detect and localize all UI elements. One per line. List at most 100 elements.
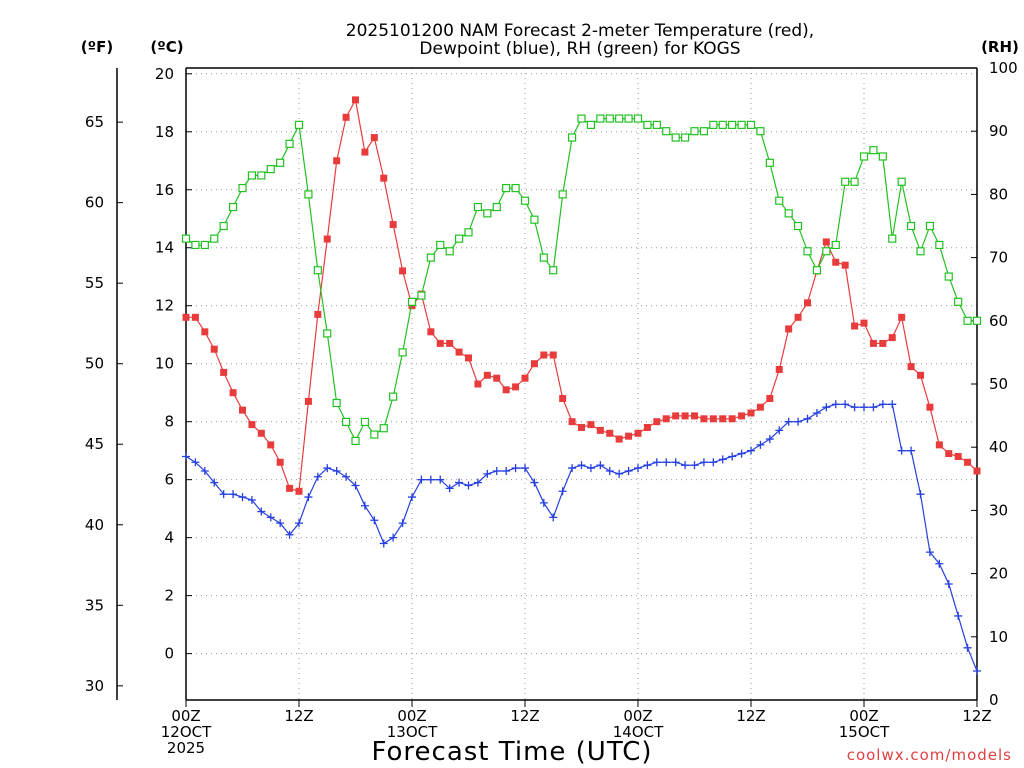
rh-point (897, 177, 906, 186)
rh-tick-label: 60 (989, 312, 1008, 330)
temperature-point (342, 113, 350, 121)
dewpoint-point (878, 400, 887, 409)
dewpoint-point (417, 475, 426, 484)
celsius-tick-label: 4 (164, 529, 174, 547)
rh-point (530, 215, 539, 224)
temperature-point (267, 441, 275, 449)
rh-point (257, 171, 266, 180)
temperature-point (549, 351, 557, 359)
dewpoint-point (615, 469, 624, 478)
rh-tick-label: 20 (989, 565, 1008, 583)
celsius-tick-label: 2 (164, 587, 174, 605)
rh-point (793, 221, 803, 231)
rh-point (605, 114, 614, 123)
dewpoint-point (502, 466, 511, 475)
temperature-point (907, 363, 915, 371)
rh-point (228, 202, 238, 212)
rh-tick-label: 30 (989, 501, 1008, 519)
rh-point (210, 234, 219, 243)
rh-tick-label: 100 (989, 59, 1018, 77)
temperature-point (465, 354, 472, 362)
dewpoint-point (803, 414, 812, 423)
temperature-point (182, 313, 190, 321)
temperature-point (926, 403, 934, 411)
dewpoint-point (935, 559, 944, 568)
rh-point (323, 329, 332, 338)
dewpoint-point (954, 611, 963, 620)
temperature-point (964, 458, 972, 466)
rh-point (972, 316, 982, 325)
dewpoint-point (483, 469, 492, 478)
dewpoint-point (728, 452, 737, 461)
temperature-point (191, 313, 199, 321)
rh-point (445, 247, 454, 256)
rh-point (822, 247, 831, 256)
dewpoint-point (370, 516, 379, 525)
dewpoint-point (558, 487, 567, 496)
rh-point (812, 266, 822, 275)
rh-point (916, 247, 925, 256)
rh-point (680, 133, 690, 142)
x-axis-label: Forecast Time (UTC) (371, 737, 652, 767)
rh-point (765, 158, 774, 167)
dewpoint-point (586, 464, 595, 473)
dewpoint-point (822, 403, 831, 412)
dewpoint-point (332, 466, 341, 475)
dewpoint-point (699, 458, 708, 467)
rh-point (728, 120, 737, 129)
grid-layer (186, 68, 977, 700)
rh-point (426, 253, 435, 262)
temperature-point (304, 397, 312, 405)
temperature-point (785, 325, 793, 333)
rh-point (577, 114, 586, 123)
rh-point (784, 209, 793, 218)
rh-point (511, 183, 520, 193)
temperature-point (643, 423, 651, 431)
dewpoint-point (681, 461, 690, 470)
temperature-point (738, 412, 746, 420)
temperature-point (841, 261, 849, 269)
dewpoint-point (295, 519, 303, 528)
rh-point (652, 120, 661, 129)
rh-point (360, 417, 370, 427)
x-tick-label: 12Z (962, 707, 991, 725)
rh-point (454, 234, 464, 243)
rh-point (417, 291, 426, 300)
rh-line (185, 117, 977, 443)
temperature-point (898, 313, 906, 321)
temperature-point (399, 267, 407, 275)
rh-point (935, 240, 944, 250)
dewpoint-point (671, 458, 680, 467)
temperature-point (747, 409, 755, 417)
rh-point (294, 120, 304, 129)
credit-label: coolwx.com/models (847, 746, 1012, 764)
dewpoint-point (229, 490, 238, 499)
rh-tick-label: 40 (989, 438, 1008, 456)
temperature-point (361, 148, 369, 156)
rh-point (389, 392, 398, 401)
dewpoint-point (794, 417, 803, 426)
temperature-point (719, 415, 727, 423)
temperature-point (634, 429, 642, 437)
temperature-point (606, 429, 614, 437)
dewpoint-point (624, 466, 633, 475)
temperature-point (917, 371, 924, 379)
fahrenheit-tick-label: 60 (85, 194, 104, 212)
dewpoint-point (888, 400, 897, 409)
dewpoint-point (276, 519, 285, 528)
rh-point (266, 165, 275, 174)
dewpoint-point (907, 446, 916, 455)
fahrenheit-tick-label: 30 (85, 677, 104, 695)
rh-point (803, 247, 812, 256)
rh-point (869, 146, 878, 155)
rh-point (586, 120, 596, 129)
dewpoint-point (304, 493, 313, 502)
dewpoint-point (784, 417, 793, 426)
rh-point (831, 240, 840, 250)
dewpoint-point (831, 400, 840, 409)
temperature-point (832, 258, 840, 266)
rh-point (878, 152, 887, 161)
temperature-point (766, 394, 774, 402)
x-tick-label: 12Z (510, 707, 539, 725)
